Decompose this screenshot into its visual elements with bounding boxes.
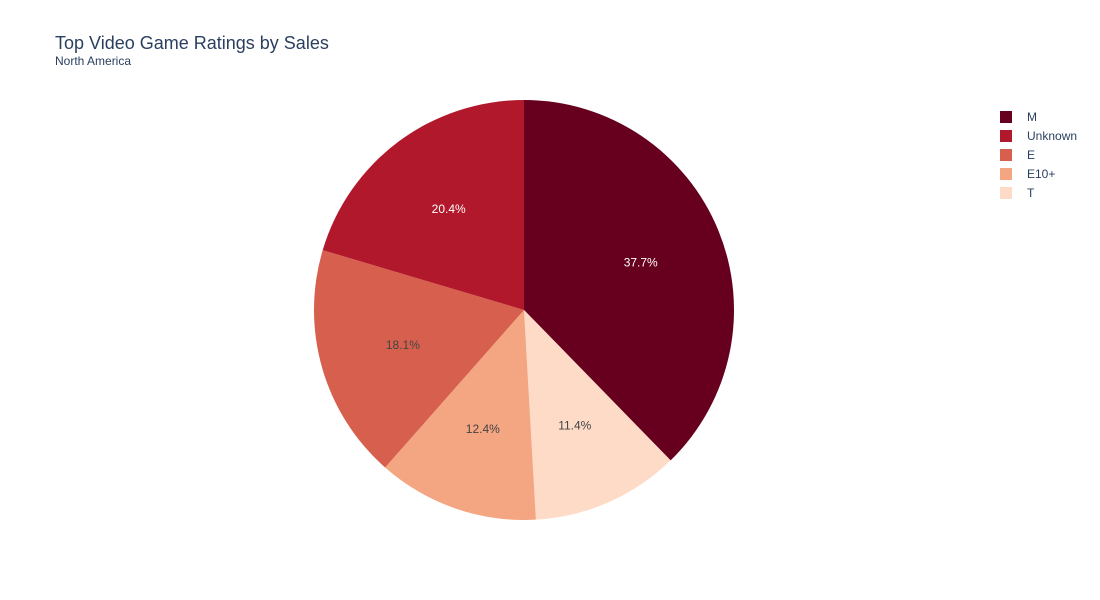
legend-item-m[interactable]: M xyxy=(1000,107,1077,126)
legend-item-t[interactable]: T xyxy=(1000,183,1077,202)
slice-label-e: 18.1% xyxy=(386,338,420,352)
legend-item-e10[interactable]: E10+ xyxy=(1000,164,1077,183)
legend: M Unknown E E10+ T xyxy=(1000,107,1077,202)
pie-slice-e10[interactable] xyxy=(385,310,536,520)
legend-swatch xyxy=(1000,110,1012,123)
legend-swatch xyxy=(1000,129,1012,142)
pie-slice-e[interactable] xyxy=(314,250,524,468)
slice-label-t: 11.4% xyxy=(558,418,591,432)
legend-swatch xyxy=(1000,167,1012,180)
chart-title: Top Video Game Ratings by Sales xyxy=(55,33,329,53)
legend-swatch xyxy=(1000,148,1012,161)
legend-item-e[interactable]: E xyxy=(1000,145,1077,164)
pie-slice-m[interactable] xyxy=(524,100,735,461)
pie-slice-t[interactable] xyxy=(524,310,671,520)
chart-subtitle: North America xyxy=(55,54,132,68)
legend-label: T xyxy=(1027,185,1035,200)
slice-label-m: 37.7% xyxy=(624,256,658,270)
legend-swatch xyxy=(1000,186,1012,199)
legend-label: Unknown xyxy=(1027,128,1078,143)
pie-slice-unknown[interactable] xyxy=(322,100,524,310)
slice-label-e10: 12.4% xyxy=(466,422,500,436)
legend-label: E xyxy=(1027,147,1036,162)
legend-label: M xyxy=(1027,109,1037,124)
slice-label-unknown: 20.4% xyxy=(432,202,466,216)
legend-label: E10+ xyxy=(1027,166,1056,181)
legend-item-unknown[interactable]: Unknown xyxy=(1000,126,1077,145)
